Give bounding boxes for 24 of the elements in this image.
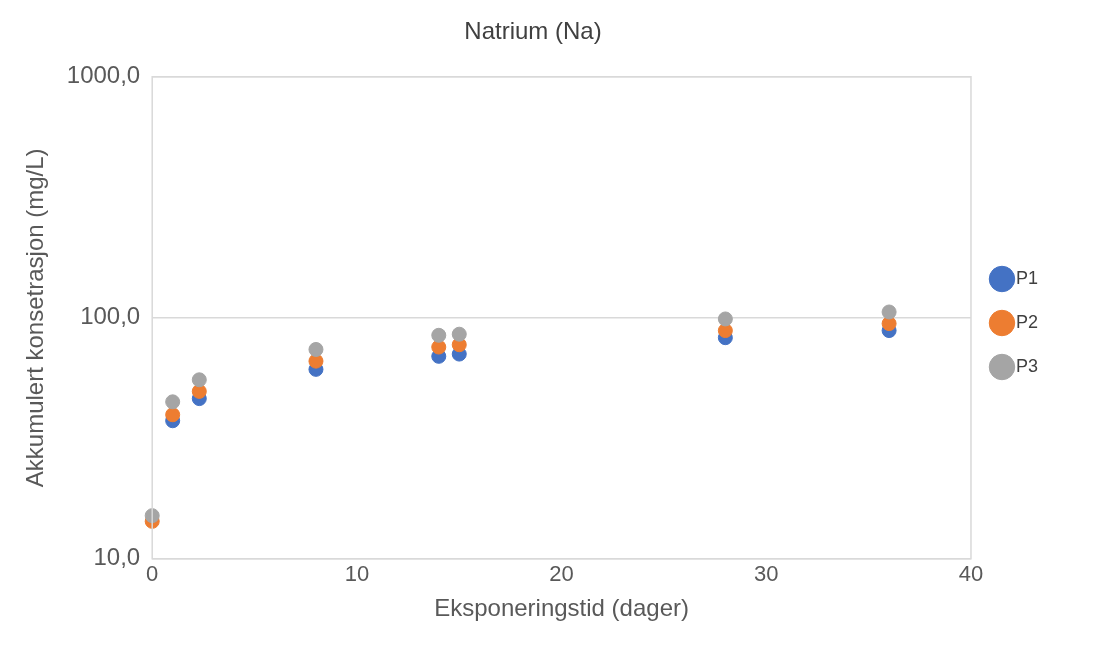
point (165, 394, 181, 410)
x-tick-label: 30 (754, 561, 779, 587)
x-tick-label: 20 (549, 561, 574, 587)
point (165, 407, 181, 423)
y-axis-title: Akkumulert konsetrasjon (mg/L) (21, 148, 49, 488)
legend-label: P3 (1015, 355, 1039, 376)
point (881, 304, 897, 320)
x-axis-title: Eksponeringstid (dager) (434, 594, 689, 622)
point (717, 323, 733, 339)
y-tick-label: 1000,0 (66, 61, 141, 89)
point (881, 316, 897, 332)
point (431, 327, 447, 343)
point (191, 372, 207, 388)
legend-label: P1 (1015, 267, 1039, 288)
y-tick-label: 10,0 (93, 543, 141, 571)
point (308, 341, 324, 357)
chart-title: Natrium (Na) (464, 17, 602, 45)
x-tick-label: 0 (146, 561, 159, 587)
y-tick-label: 100,0 (80, 302, 141, 330)
point (451, 326, 467, 342)
point (717, 311, 733, 327)
legend-label: P2 (1015, 311, 1039, 332)
x-tick-label: 10 (344, 561, 370, 587)
x-tick-label: 40 (958, 561, 984, 587)
